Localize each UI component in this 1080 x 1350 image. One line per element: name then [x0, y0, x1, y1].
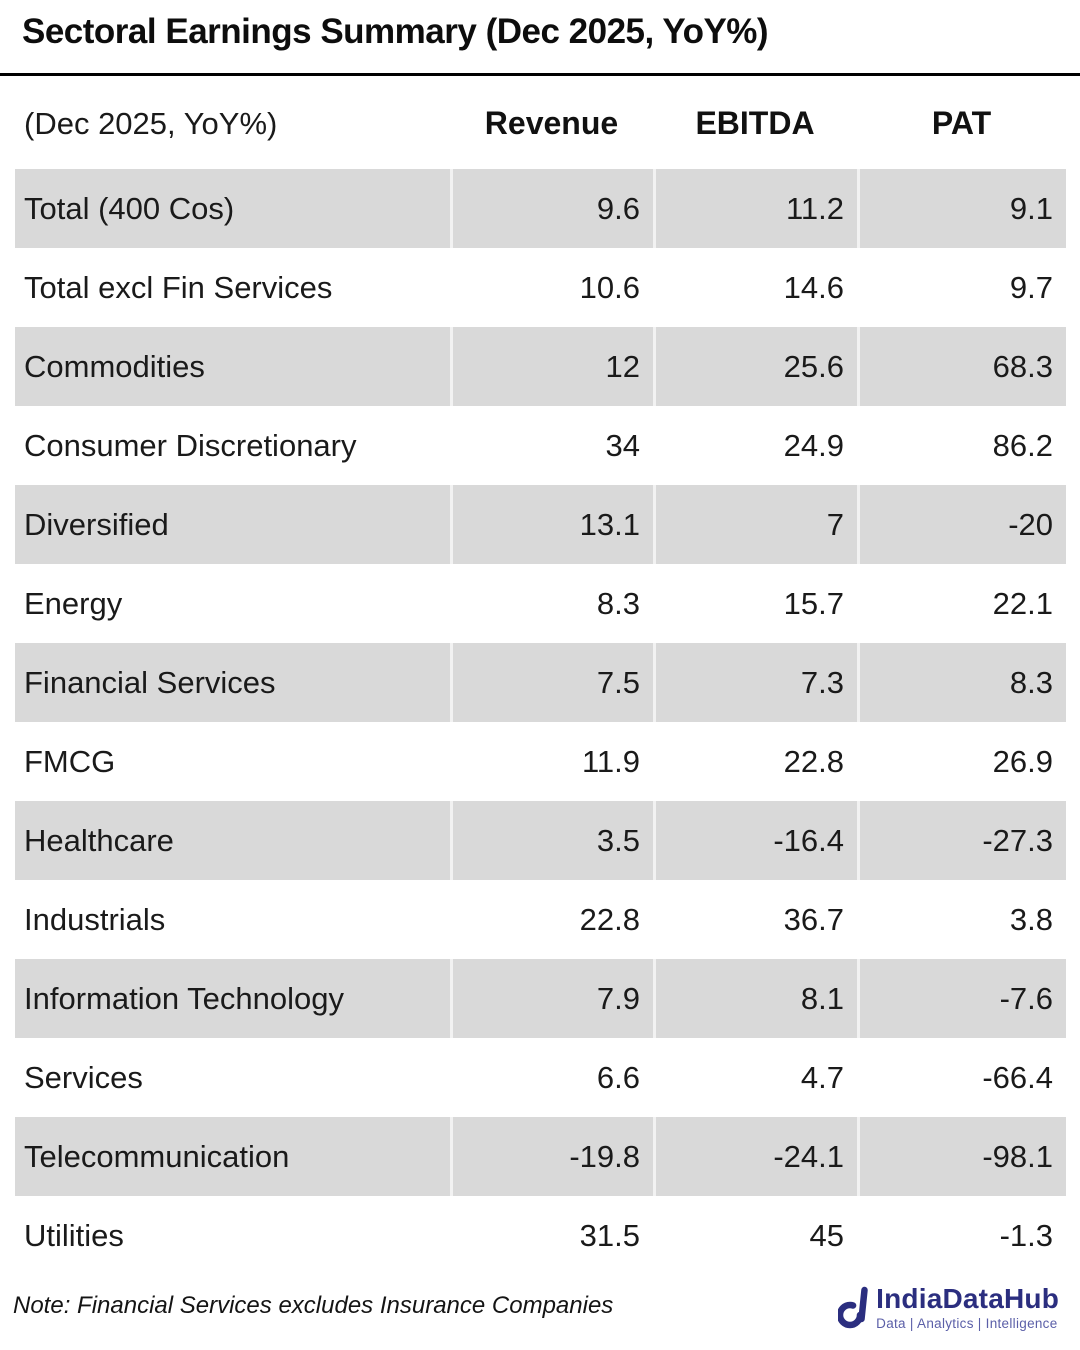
- ebitda-value: 24.9: [653, 406, 857, 485]
- ebitda-value: -24.1: [653, 1117, 857, 1196]
- chart-title: Sectoral Earnings Summary (Dec 2025, YoY…: [22, 12, 769, 51]
- pat-value: -7.6: [857, 959, 1066, 1038]
- logo-tagline: Data | Analytics | Intelligence: [876, 1316, 1058, 1332]
- revenue-value: 9.6: [450, 169, 653, 248]
- ebitda-value: 15.7: [653, 564, 857, 643]
- ebitda-value: 11.2: [653, 169, 857, 248]
- pat-value: -66.4: [857, 1038, 1066, 1117]
- indiadatahub-logo: IndiaDataHub Data | Analytics | Intellig…: [836, 1283, 1059, 1332]
- table-row-healthcare: Healthcare 3.5 -16.4 -27.3: [15, 801, 1066, 880]
- pat-value: -98.1: [857, 1117, 1066, 1196]
- table-row-telecommunication: Telecommunication -19.8 -24.1 -98.1: [15, 1117, 1066, 1196]
- pat-value: 8.3: [857, 643, 1066, 722]
- revenue-value: 22.8: [450, 880, 653, 959]
- revenue-value: 8.3: [450, 564, 653, 643]
- table-row-financial-services: Financial Services 7.5 7.3 8.3: [15, 643, 1066, 722]
- ebitda-value: 8.1: [653, 959, 857, 1038]
- table-row-total: Total (400 Cos) 9.6 11.2 9.1: [15, 169, 1066, 248]
- pat-value: -1.3: [857, 1196, 1066, 1275]
- table-row-total-excl-fin: Total excl Fin Services 10.6 14.6 9.7: [15, 248, 1066, 327]
- pat-value: 86.2: [857, 406, 1066, 485]
- table-header-row: (Dec 2025, YoY%) Revenue EBITDA PAT: [15, 77, 1066, 169]
- revenue-value: 12: [450, 327, 653, 406]
- footnote: Note: Financial Services excludes Insura…: [13, 1292, 614, 1319]
- row-label: Utilities: [24, 1218, 124, 1253]
- row-label: Services: [24, 1060, 143, 1095]
- row-label: Financial Services: [24, 665, 276, 700]
- table-row-consumer-discretionary: Consumer Discretionary 34 24.9 86.2: [15, 406, 1066, 485]
- revenue-value: 7.5: [450, 643, 653, 722]
- revenue-value: 31.5: [450, 1196, 653, 1275]
- row-label: Diversified: [24, 507, 169, 542]
- header-revenue: Revenue: [484, 105, 619, 141]
- ebitda-value: 7.3: [653, 643, 857, 722]
- table-row-industrials: Industrials 22.8 36.7 3.8: [15, 880, 1066, 959]
- revenue-value: 11.9: [450, 722, 653, 801]
- ebitda-value: 22.8: [653, 722, 857, 801]
- logo-brand-name: IndiaDataHub: [876, 1283, 1059, 1314]
- row-label: Telecommunication: [24, 1139, 290, 1174]
- row-label: Consumer Discretionary: [24, 428, 357, 463]
- revenue-value: 10.6: [450, 248, 653, 327]
- row-label: Information Technology: [24, 981, 344, 1016]
- table-row-information-technology: Information Technology 7.9 8.1 -7.6: [15, 959, 1066, 1038]
- revenue-value: 3.5: [450, 801, 653, 880]
- ebitda-value: 7: [653, 485, 857, 564]
- table-row-fmcg: FMCG 11.9 22.8 26.9: [15, 722, 1066, 801]
- row-label: Industrials: [24, 902, 166, 937]
- table-row-energy: Energy 8.3 15.7 22.1: [15, 564, 1066, 643]
- header-ebitda: EBITDA: [695, 105, 815, 141]
- row-label: Total excl Fin Services: [24, 270, 333, 305]
- pat-value: -27.3: [857, 801, 1066, 880]
- revenue-value: 34: [450, 406, 653, 485]
- ebitda-value: 25.6: [653, 327, 857, 406]
- row-label: Healthcare: [24, 823, 174, 858]
- row-label: Commodities: [24, 349, 205, 384]
- header-period: (Dec 2025, YoY%): [24, 105, 278, 141]
- pat-value: 9.7: [857, 248, 1066, 327]
- ebitda-value: 4.7: [653, 1038, 857, 1117]
- table-row-diversified: Diversified 13.1 7 -20: [15, 485, 1066, 564]
- pat-value: 22.1: [857, 564, 1066, 643]
- row-label: Energy: [24, 586, 123, 621]
- revenue-value: 7.9: [450, 959, 653, 1038]
- indiadatahub-logo-icon: [836, 1286, 870, 1332]
- header-pat: PAT: [931, 105, 992, 141]
- ebitda-value: 45: [653, 1196, 857, 1275]
- ebitda-value: -16.4: [653, 801, 857, 880]
- title-divider: [0, 73, 1080, 76]
- pat-value: 3.8: [857, 880, 1066, 959]
- revenue-value: -19.8: [450, 1117, 653, 1196]
- revenue-value: 6.6: [450, 1038, 653, 1117]
- table-row-services: Services 6.6 4.7 -66.4: [15, 1038, 1066, 1117]
- pat-value: 9.1: [857, 169, 1066, 248]
- earnings-table: (Dec 2025, YoY%) Revenue EBITDA PAT Tota…: [15, 77, 1066, 1275]
- ebitda-value: 36.7: [653, 880, 857, 959]
- pat-value: 26.9: [857, 722, 1066, 801]
- row-label: Total (400 Cos): [24, 191, 235, 226]
- table-row-commodities: Commodities 12 25.6 68.3: [15, 327, 1066, 406]
- revenue-value: 13.1: [450, 485, 653, 564]
- table-row-utilities: Utilities 31.5 45 -1.3: [15, 1196, 1066, 1275]
- logo-text-block: IndiaDataHub Data | Analytics | Intellig…: [876, 1283, 1059, 1332]
- pat-value: -20: [857, 485, 1066, 564]
- table-body: Total (400 Cos) 9.6 11.2 9.1 Total excl …: [15, 169, 1066, 1275]
- ebitda-value: 14.6: [653, 248, 857, 327]
- pat-value: 68.3: [857, 327, 1066, 406]
- row-label: FMCG: [24, 744, 116, 779]
